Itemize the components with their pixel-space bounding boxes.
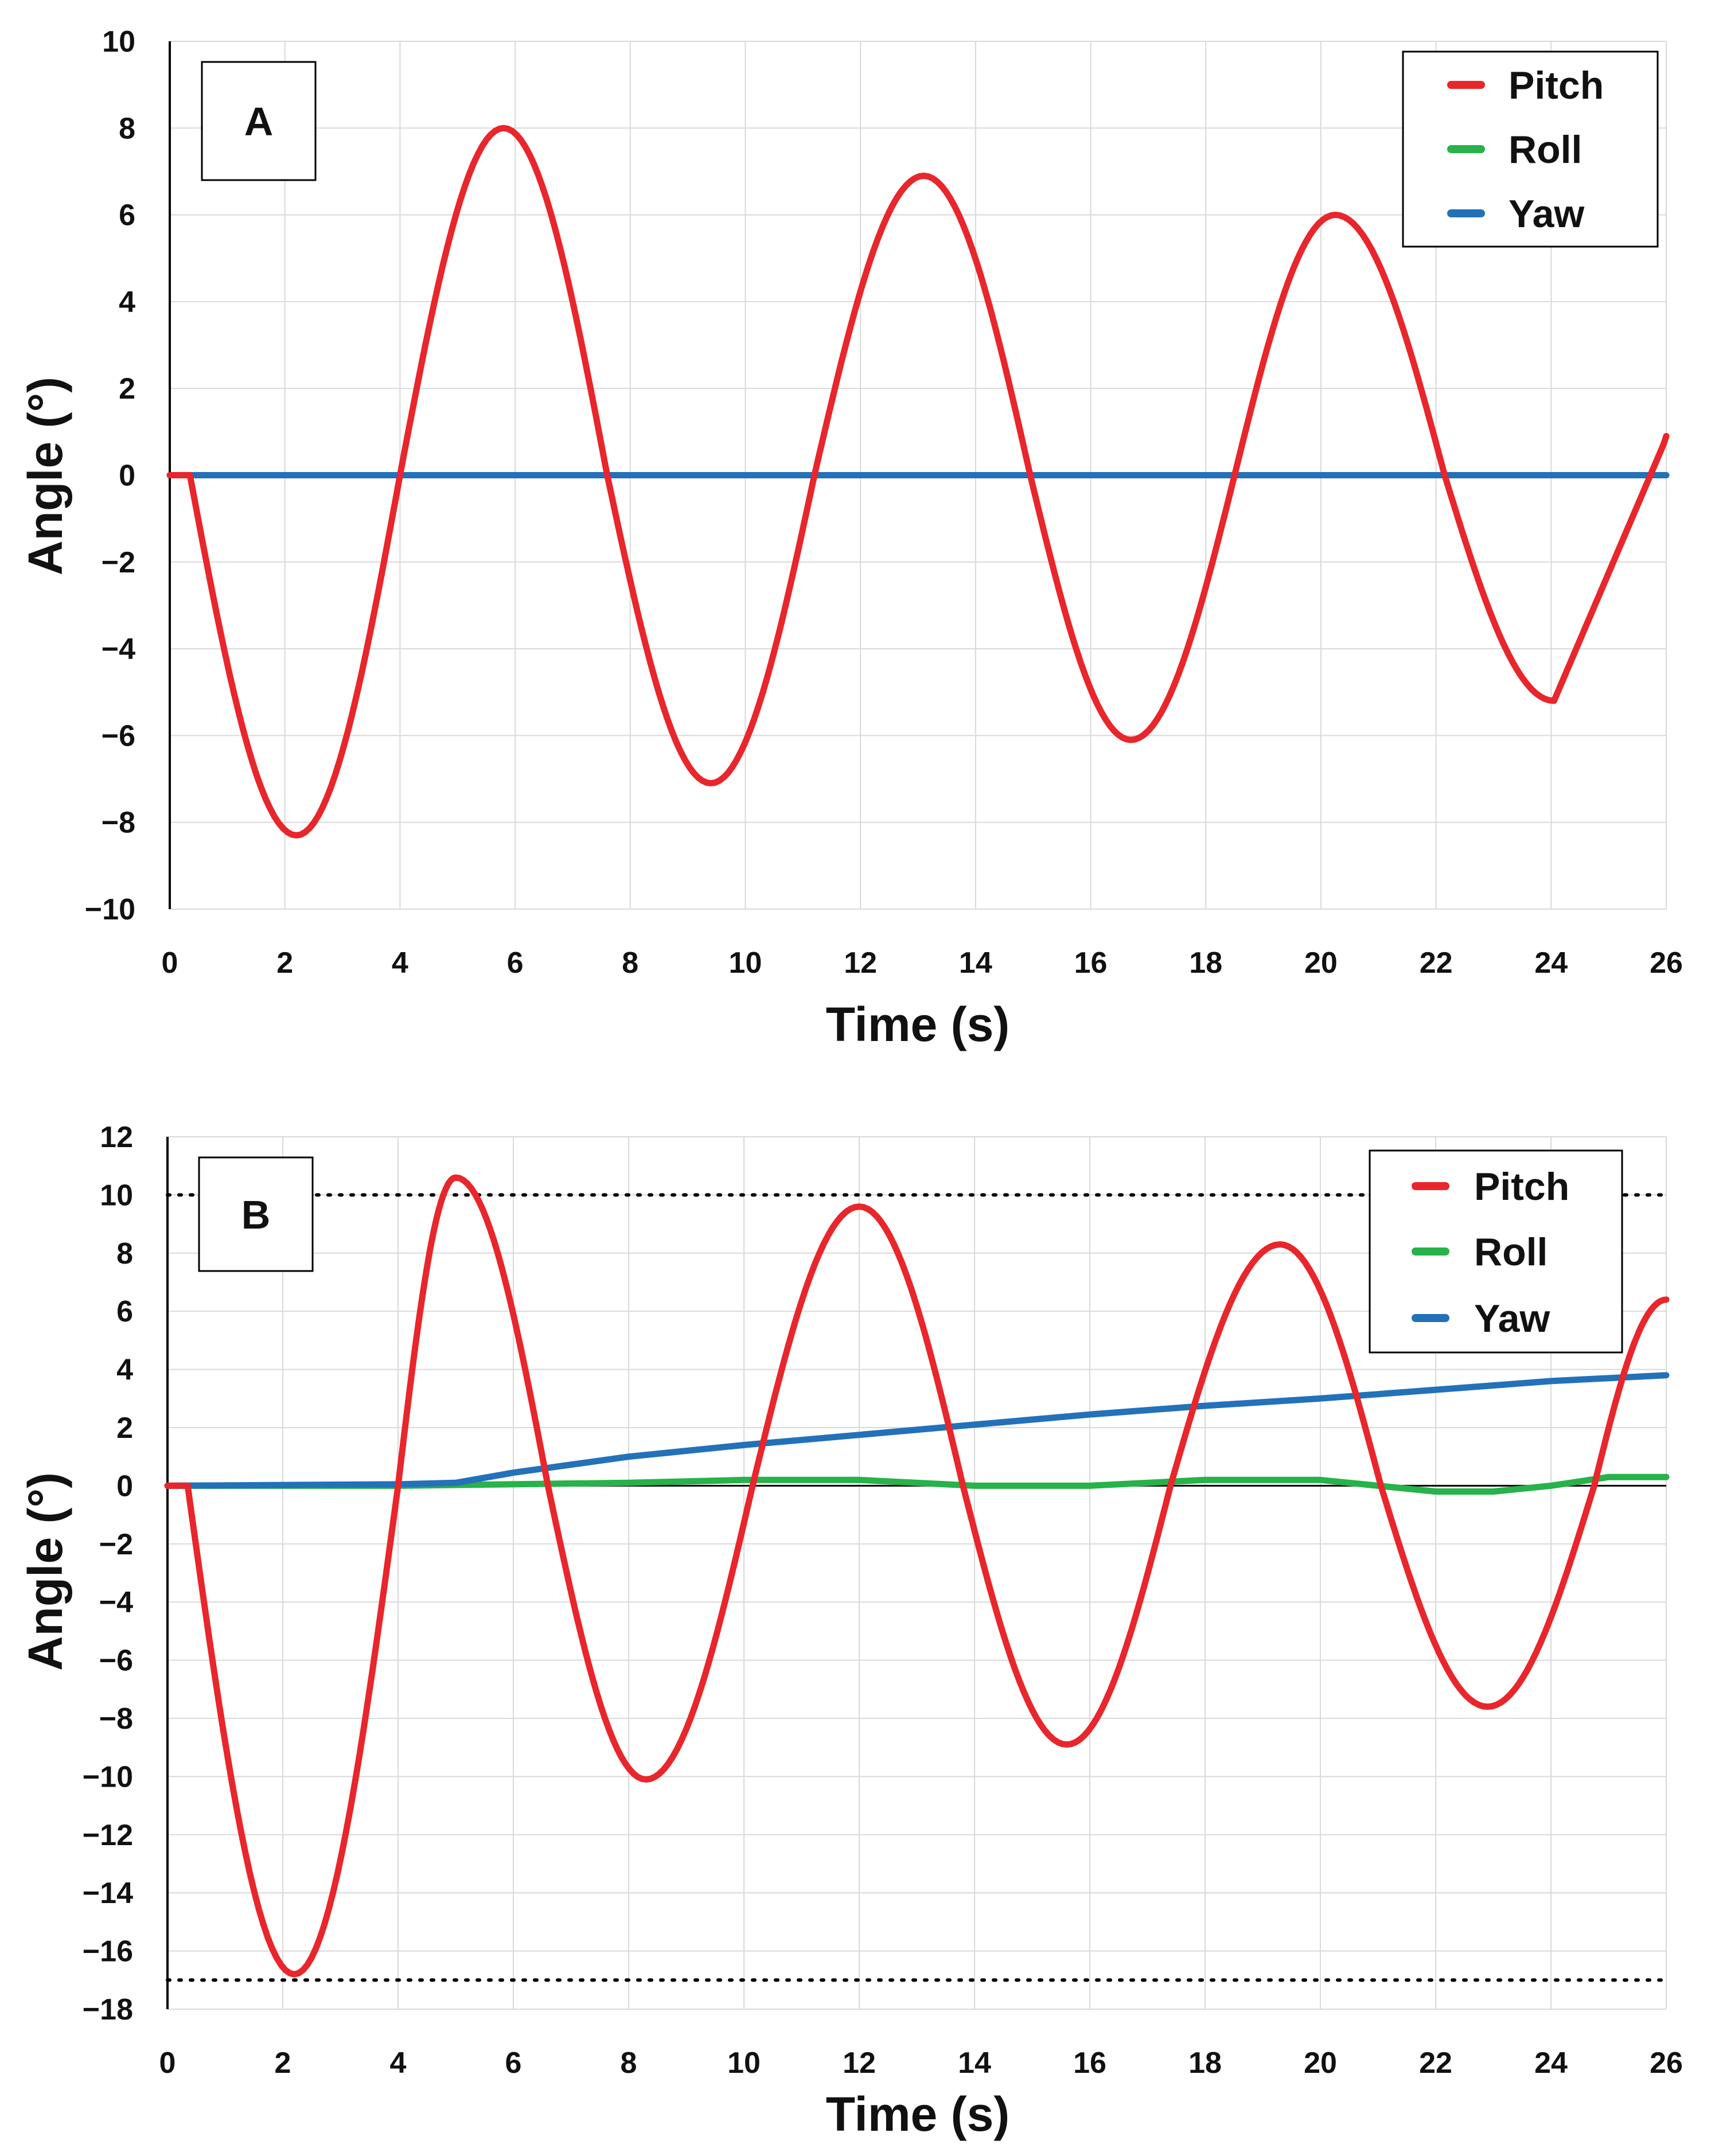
panel-a-x-tick-label: 16 <box>1074 946 1108 980</box>
panel-a-x-tick-label: 20 <box>1304 946 1338 980</box>
panel-b-y-tick-labels: −18 −16 −14 −12 −10 −8 −6 −4 −2 0 2 4 6 8 10 12 <box>83 1121 133 2026</box>
panel-a-legend-label-yaw: Yaw <box>1509 192 1585 236</box>
panel-b-y-tick-label: −18 <box>83 1993 133 2026</box>
panel-b-y-tick-label: 10 <box>100 1179 133 1212</box>
panel-b-legend-label-pitch: Pitch <box>1474 1165 1569 1208</box>
panel-b-label-box: B <box>198 1156 314 1272</box>
panel-b-x-tick-label: 2 <box>275 2046 291 2080</box>
panel-a-x-tick-label: 10 <box>729 946 762 980</box>
panel-b-label-frame <box>198 1156 314 1272</box>
panel-a-x-tick-label: 24 <box>1534 946 1568 980</box>
panel-b-x-axis-title: Time (s) <box>826 2087 1010 2141</box>
panel-a-y-tick-label: 6 <box>119 199 135 232</box>
panel-b-x-tick-label: 16 <box>1073 2046 1106 2080</box>
panel-b-x-tick-label: 6 <box>505 2046 522 2080</box>
panel-b-series-roll <box>164 1473 1670 1495</box>
panel-b-y-tick-label: −10 <box>83 1760 133 1794</box>
panel-b-x-tick-label: 12 <box>843 2046 876 2080</box>
panel-b-y-tick-label: 0 <box>116 1469 133 1503</box>
panel-a-legend-label-pitch: Pitch <box>1509 64 1604 107</box>
panel-b-y-tick-label: −12 <box>83 1819 133 1852</box>
panel-b-x-tick-label: 10 <box>727 2046 761 2080</box>
panel-b-y-tick-label: 8 <box>116 1237 133 1270</box>
panel-a-x-tick-label: 0 <box>162 946 178 980</box>
panel-b-x-tick-label: 24 <box>1534 2046 1568 2080</box>
panel-a-y-tick-label: 0 <box>119 459 135 493</box>
panel-a-label: A <box>244 99 274 144</box>
panel-a-label-box: A <box>201 61 317 181</box>
panel-a-x-tick-label: 26 <box>1650 946 1683 980</box>
panel-b-series-pitch <box>164 1174 1670 1978</box>
panel-b-x-tick-label: 14 <box>958 2046 991 2080</box>
panel-a-legend-label-roll: Roll <box>1509 128 1582 171</box>
panel-a-x-axis-title: Time (s) <box>826 997 1010 1051</box>
panel-a-legend-frame <box>1402 50 1659 248</box>
panel-a-x-tick-label: 6 <box>507 946 524 980</box>
panel-b-y-tick-label: −14 <box>83 1877 133 1910</box>
panel-a-y-axis-title: Angle (°) <box>18 377 72 575</box>
panel-a-x-tick-labels: 0 2 4 6 8 10 12 14 16 18 20 22 24 26 <box>162 946 1683 980</box>
panel-b-series <box>164 1174 1670 1978</box>
panel-b-legend-label-roll: Roll <box>1474 1230 1548 1274</box>
panel-b-x-tick-labels: 0 2 4 6 8 10 12 14 16 18 20 22 24 26 <box>159 2046 1683 2080</box>
panel-a-x-tick-label: 22 <box>1420 946 1453 980</box>
panel-b-x-tick-label: 20 <box>1304 2046 1337 2080</box>
panel-a-x-tick-label: 14 <box>959 946 992 980</box>
panel-b-y-tick-label: −6 <box>99 1644 133 1678</box>
chart-panel-b: 0 2 4 6 8 10 12 14 16 18 20 22 24 26 −18−16−14−12−10−… <box>18 1121 1683 2141</box>
panel-b-label: B <box>241 1192 271 1237</box>
panel-a-y-tick-label: −2 <box>102 546 135 579</box>
panel-b-y-tick-label: −8 <box>99 1702 133 1736</box>
panel-a-legend: Pitch Roll Yaw <box>1402 50 1659 248</box>
panel-a-x-tick-label: 18 <box>1189 946 1222 980</box>
panel-b-x-tick-label: 22 <box>1419 2046 1452 2080</box>
panel-b-series-yaw <box>164 1372 1670 1489</box>
panel-a-x-tick-label: 8 <box>622 946 638 980</box>
panel-b-y-tick-label: −2 <box>99 1528 133 1561</box>
panel-a-x-tick-label: 2 <box>276 946 293 980</box>
panel-b-legend-label-yaw: Yaw <box>1474 1297 1550 1340</box>
panel-a-y-tick-label: −10 <box>85 893 135 926</box>
panel-a-y-tick-label: 2 <box>119 372 135 406</box>
panel-b-y-tick-label: 4 <box>116 1354 133 1387</box>
panel-b-y-tick-label: −16 <box>83 1935 133 1968</box>
panel-a-y-tick-label: 10 <box>102 25 135 59</box>
panel-b-x-tick-label: 4 <box>390 2046 407 2080</box>
panel-a-y-tick-label: −6 <box>102 719 135 753</box>
panel-b-x-tick-label: 26 <box>1650 2046 1683 2080</box>
panel-b-x-tick-label: 8 <box>621 2046 637 2080</box>
panel-a-y-tick-label: −8 <box>102 806 135 840</box>
panel-a-series-pitch <box>166 124 1670 839</box>
panel-b-y-tick-label: 12 <box>100 1121 133 1154</box>
panel-b-x-tick-label: 18 <box>1188 2046 1222 2080</box>
panel-b-y-tick-label: 6 <box>116 1295 133 1328</box>
panel-a-y-tick-label: 8 <box>119 112 135 145</box>
panel-a-y-tick-label: 4 <box>119 286 135 319</box>
chart-panel-a: 0 2 4 6 8 10 12 14 16 18 20 22 24 26 −10−8−6−4−202468… <box>18 25 1683 1051</box>
panel-a-x-tick-label: 4 <box>392 946 408 980</box>
panel-b-y-tick-label: 2 <box>116 1412 133 1445</box>
panel-a-y-tick-label: −4 <box>102 633 135 666</box>
panel-b-x-tick-label: 0 <box>159 2046 176 2080</box>
panel-b-y-axis-title: Angle (°) <box>18 1472 72 1671</box>
panel-a-label-frame <box>201 61 317 181</box>
panel-a-y-tick-labels: −10 −8 −6 −4 −2 0 2 4 6 8 10 <box>85 25 135 926</box>
panel-b-y-tick-label: −4 <box>99 1586 133 1619</box>
panel-b-legend: Pitch Roll Yaw <box>1369 1149 1623 1354</box>
panel-a-series <box>166 124 1670 839</box>
panel-a-x-tick-label: 12 <box>844 946 877 980</box>
